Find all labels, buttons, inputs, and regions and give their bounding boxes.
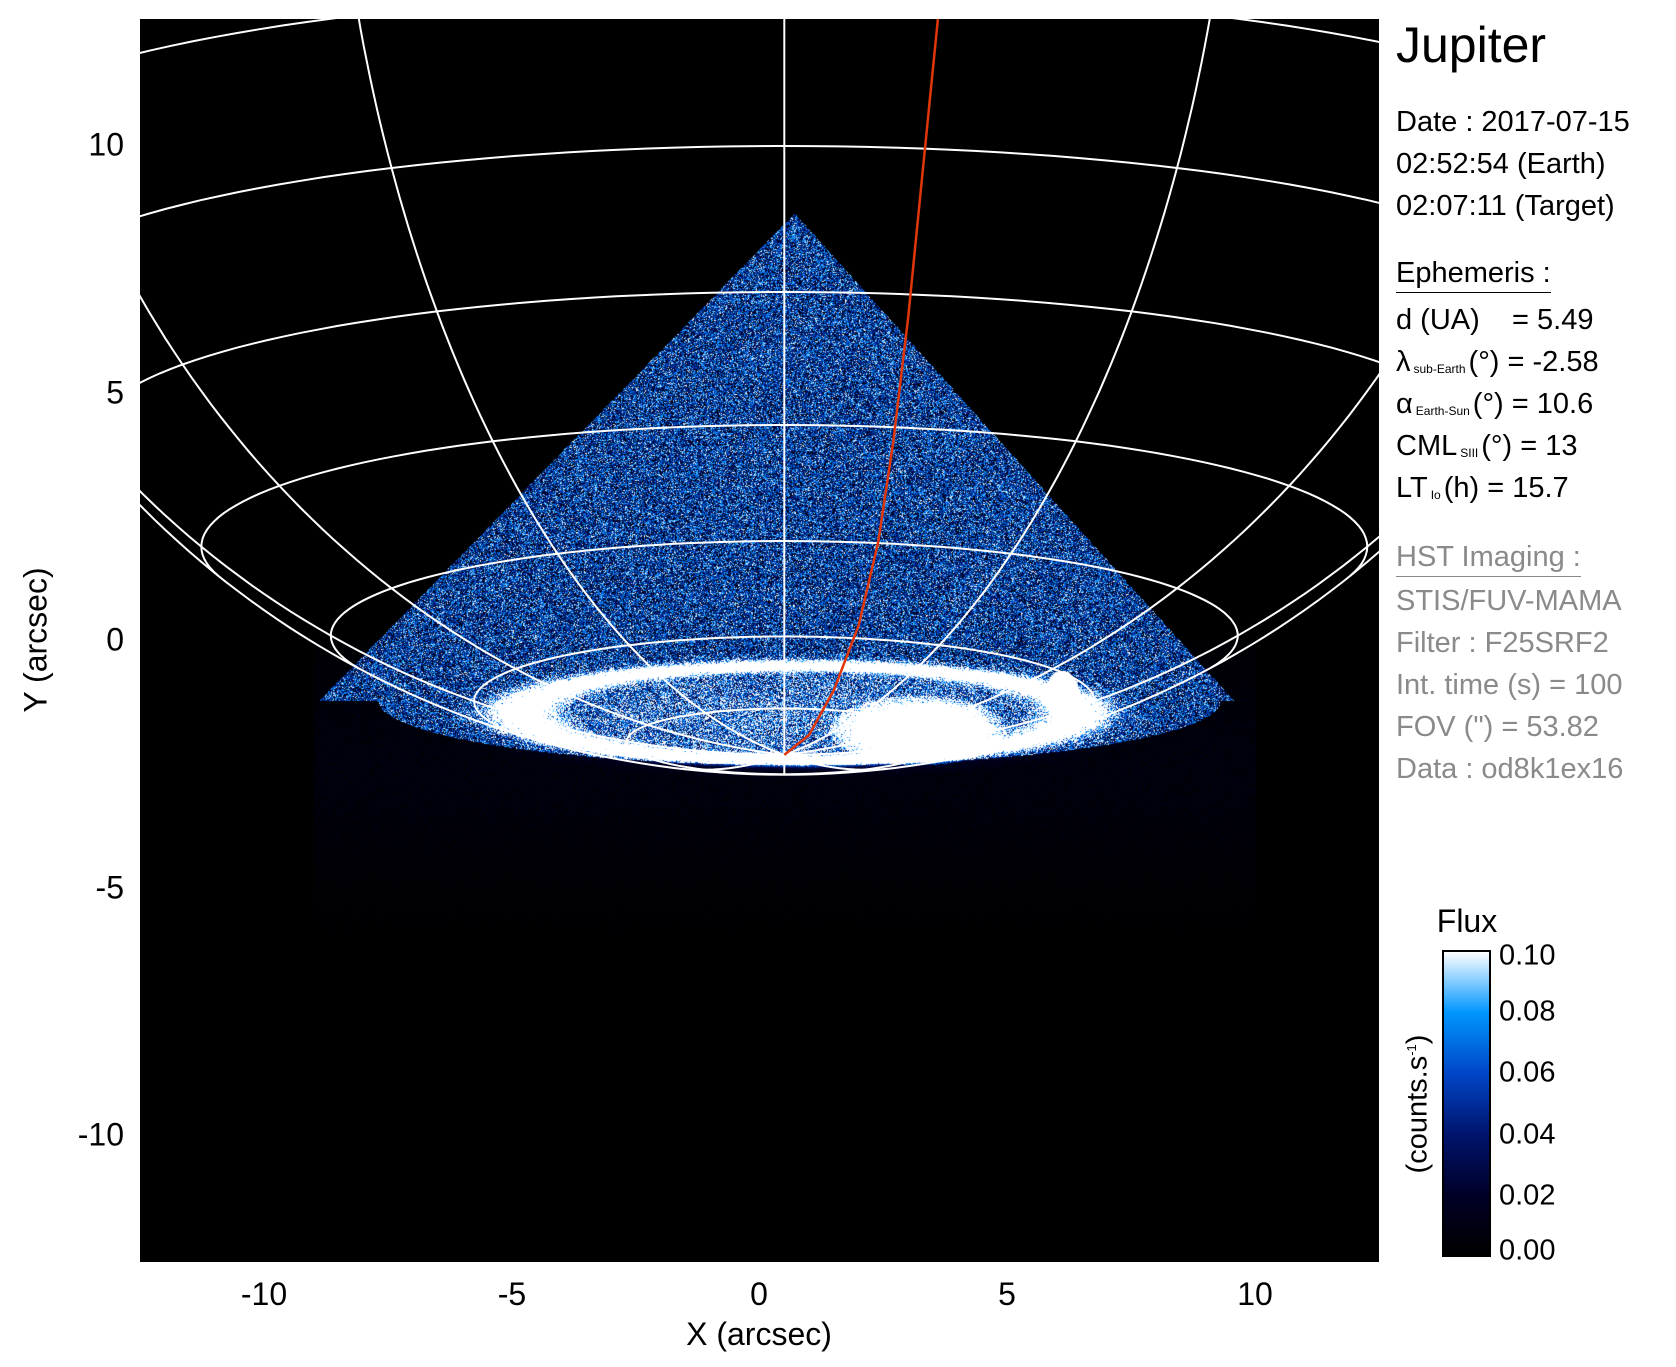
x-tick-label: 10	[1237, 1276, 1273, 1313]
ephemeris-row: d (UA) = 5.49	[1396, 306, 1593, 335]
meridian-line	[140, 19, 784, 755]
grid-overlay	[140, 19, 1379, 1262]
y-tick-label: 5	[106, 375, 124, 412]
colorbar-tick: 0.06	[1499, 1057, 1555, 1090]
x-tick-label: 0	[750, 1276, 768, 1313]
y-tick-label: 0	[106, 622, 124, 659]
y-axis-label: Y (arcsec)	[18, 567, 55, 712]
x-axis-label: X (arcsec)	[686, 1316, 832, 1353]
ephemeris-row: CML SIII (°) = 13	[1396, 432, 1577, 461]
meridian-line	[784, 19, 1379, 755]
meridian-line	[331, 19, 785, 755]
hst-row: Int. time (s) = 100	[1396, 671, 1622, 700]
y-tick-label: -10	[78, 1117, 124, 1154]
planet-limb	[140, 19, 1379, 775]
colorbar-tick: 0.02	[1499, 1180, 1555, 1213]
y-tick-label: -5	[96, 870, 124, 907]
x-tick-label: -5	[498, 1276, 526, 1313]
colorbar-title: Flux	[1437, 903, 1497, 940]
ephemeris-row: LT Io (h) = 15.7	[1396, 474, 1569, 503]
colorbar-tick: 0.08	[1499, 996, 1555, 1029]
ephemeris-header: Ephemeris :	[1396, 257, 1551, 293]
time-target-text: 02:07:11 (Target)	[1396, 192, 1615, 221]
latitude-line	[140, 146, 1379, 327]
date-text: Date : 2017-07-15	[1396, 108, 1630, 137]
x-tick-label: -10	[241, 1276, 287, 1313]
image-plot-area	[140, 19, 1379, 1262]
y-tick-label: 10	[88, 127, 124, 164]
time-earth-text: 02:52:54 (Earth)	[1396, 150, 1606, 179]
meridian-line	[140, 19, 784, 755]
hst-row: Data : od8k1ex16	[1396, 755, 1623, 784]
colorbar	[1442, 950, 1491, 1257]
colorbar-tick: 0.00	[1499, 1235, 1555, 1268]
hst-row: Filter : F25SRF2	[1396, 629, 1609, 658]
io-footprint-line	[784, 19, 938, 755]
meridian-line	[784, 19, 1379, 755]
hst-row: FOV (") = 53.82	[1396, 713, 1599, 742]
colorbar-tick: 0.10	[1499, 940, 1555, 973]
latitude-line	[140, 292, 1379, 462]
hst-row: STIS/FUV-MAMA	[1396, 587, 1622, 616]
ephemeris-row: λ sub-Earth (°) = -2.58	[1396, 348, 1599, 377]
x-tick-label: 5	[998, 1276, 1016, 1313]
colorbar-tick: 0.04	[1499, 1119, 1555, 1152]
ephemeris-row: α Earth-Sun (°) = 10.6	[1396, 390, 1593, 419]
hst-header: HST Imaging :	[1396, 541, 1581, 577]
colorbar-label: (counts.s-1)	[1402, 1035, 1435, 1174]
planet-title: Jupiter	[1396, 20, 1546, 70]
